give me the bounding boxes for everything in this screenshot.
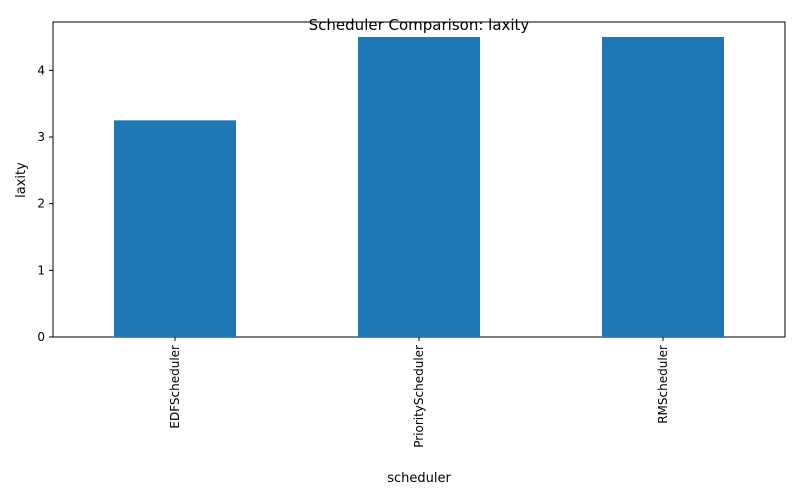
y-tick-label: 1 xyxy=(37,263,45,277)
x-axis-label: scheduler xyxy=(387,471,451,486)
x-tick-label: RMScheduler xyxy=(656,345,670,424)
y-tick-label: 3 xyxy=(37,130,45,144)
y-tick-label: 4 xyxy=(37,63,45,77)
bar-PriorityScheduler xyxy=(358,37,480,337)
y-tick-label: 0 xyxy=(37,330,45,344)
y-tick-label: 2 xyxy=(37,197,45,211)
x-axis: EDFScheduler PriorityScheduler RMScheduler xyxy=(168,337,670,448)
bar-EDFScheduler xyxy=(114,120,236,337)
bar-RMScheduler xyxy=(602,37,724,337)
x-tick-label: PriorityScheduler xyxy=(412,345,426,448)
x-tick-label: EDFScheduler xyxy=(168,345,182,429)
y-axis: 0 1 2 3 4 xyxy=(37,63,53,344)
y-axis-label: laxity xyxy=(14,162,29,198)
chart-title: Scheduler Comparison: laxity xyxy=(309,16,530,34)
bars-group xyxy=(114,37,724,337)
